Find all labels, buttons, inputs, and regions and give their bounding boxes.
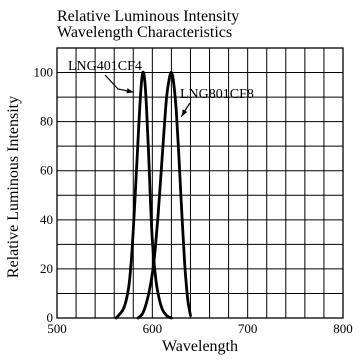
x-tick-label: 700 — [238, 321, 258, 336]
y-tick-label: 40 — [40, 212, 53, 227]
series-group — [114, 70, 192, 320]
x-axis-label: Wavelength — [162, 338, 238, 355]
leader-arrow-lng401cf4 — [126, 88, 134, 94]
y-tick-label: 80 — [40, 114, 53, 129]
x-tick-label: 500 — [47, 321, 67, 336]
y-tick-label: 0 — [47, 310, 54, 325]
series-line-lng801cf8 — [136, 71, 192, 320]
chart-title-line-2: Wavelength Characteristics — [57, 24, 233, 41]
y-tick-label: 60 — [40, 163, 53, 178]
chart-title-line-1: Relative Luminous Intensity — [57, 8, 240, 25]
x-tick-label: 600 — [143, 321, 163, 336]
annotations: LNG401CF4 LNG801CF8 — [68, 59, 254, 118]
grid — [56, 47, 344, 319]
y-tick-label: 20 — [40, 261, 53, 276]
y-axis-label: Relative Luminous Intensity — [5, 96, 22, 278]
plot-frame — [56, 47, 344, 319]
series-line-lng401cf4 — [114, 70, 173, 320]
leader-arrow-lng801cf8 — [181, 109, 188, 117]
series-label-lng401cf4: LNG401CF4 — [68, 59, 142, 74]
y-tick-label: 100 — [34, 65, 54, 80]
x-tick-label: 800 — [333, 321, 353, 336]
tick-labels: 500 600 700 800 0 20 40 60 80 100 — [34, 65, 353, 336]
series-label-lng801cf8: LNG801CF8 — [180, 87, 254, 102]
